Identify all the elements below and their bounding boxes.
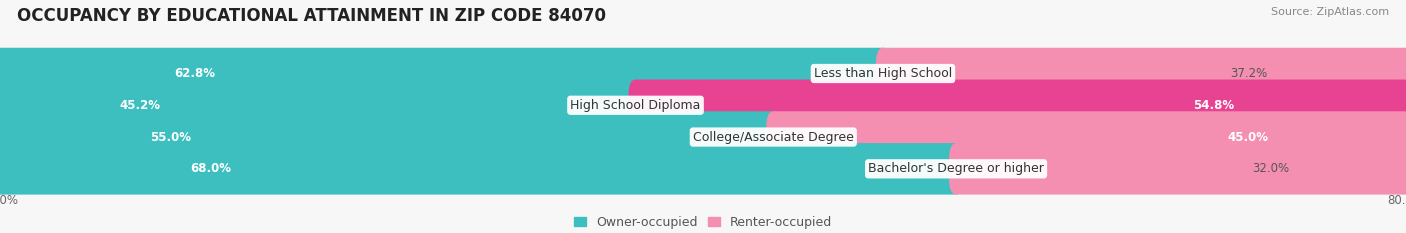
FancyBboxPatch shape bbox=[0, 111, 780, 163]
FancyBboxPatch shape bbox=[0, 48, 1406, 99]
FancyBboxPatch shape bbox=[0, 143, 1406, 195]
Text: OCCUPANCY BY EDUCATIONAL ATTAINMENT IN ZIP CODE 84070: OCCUPANCY BY EDUCATIONAL ATTAINMENT IN Z… bbox=[17, 7, 606, 25]
Text: Source: ZipAtlas.com: Source: ZipAtlas.com bbox=[1271, 7, 1389, 17]
Text: Less than High School: Less than High School bbox=[814, 67, 952, 80]
FancyBboxPatch shape bbox=[628, 79, 1406, 131]
Text: 62.8%: 62.8% bbox=[174, 67, 215, 80]
FancyBboxPatch shape bbox=[0, 79, 643, 131]
FancyBboxPatch shape bbox=[0, 143, 963, 195]
Text: High School Diploma: High School Diploma bbox=[571, 99, 700, 112]
FancyBboxPatch shape bbox=[0, 111, 1406, 163]
Text: Bachelor's Degree or higher: Bachelor's Degree or higher bbox=[868, 162, 1045, 175]
FancyBboxPatch shape bbox=[876, 48, 1406, 99]
FancyBboxPatch shape bbox=[949, 143, 1406, 195]
Text: 55.0%: 55.0% bbox=[149, 130, 191, 144]
Text: 45.0%: 45.0% bbox=[1227, 130, 1268, 144]
Text: 54.8%: 54.8% bbox=[1192, 99, 1234, 112]
Legend: Owner-occupied, Renter-occupied: Owner-occupied, Renter-occupied bbox=[568, 211, 838, 233]
Text: 45.2%: 45.2% bbox=[120, 99, 160, 112]
FancyBboxPatch shape bbox=[0, 79, 1406, 131]
Text: 32.0%: 32.0% bbox=[1253, 162, 1289, 175]
Text: College/Associate Degree: College/Associate Degree bbox=[693, 130, 853, 144]
Text: 68.0%: 68.0% bbox=[190, 162, 231, 175]
FancyBboxPatch shape bbox=[766, 111, 1406, 163]
Text: 37.2%: 37.2% bbox=[1230, 67, 1268, 80]
FancyBboxPatch shape bbox=[0, 48, 890, 99]
